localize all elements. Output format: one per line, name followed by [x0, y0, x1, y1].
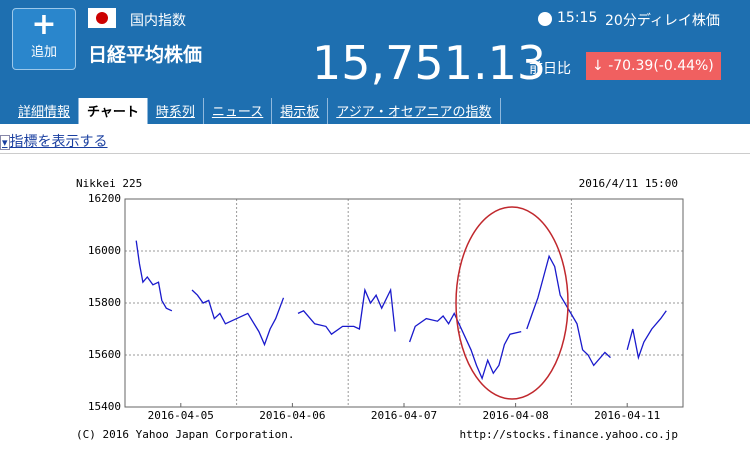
change: -70.39(-0.44%) — [608, 58, 714, 74]
add-button[interactable]: + 追加 — [12, 8, 76, 70]
highlight-circle — [455, 206, 569, 400]
source: http://stocks.finance.yahoo.co.jp — [459, 428, 678, 441]
header: + 追加 国内指数 日経平均株価 15:15 20分ディレイ株価 15,751.… — [0, 0, 750, 124]
y-tick-label: 16000 — [88, 244, 121, 257]
copyright: (C) 2016 Yahoo Japan Corporation. — [76, 428, 295, 441]
flag — [88, 8, 116, 28]
chart-title: Nikkei 225 — [76, 177, 142, 190]
x-tick-label: 2016-04-05 — [148, 409, 214, 422]
index-name: 日経平均株価 — [88, 44, 203, 66]
indicator-link[interactable]: ▾ 指標を表示する — [0, 134, 108, 150]
y-tick-label: 15600 — [88, 348, 121, 361]
market: 国内指数 — [130, 13, 186, 29]
y-tick-label: 16200 — [88, 192, 121, 205]
add-label: 追加 — [30, 45, 57, 60]
timestamp: 2016/4/11 15:00 — [579, 177, 678, 190]
chart: Nikkei 225 2016/4/11 15:00 (C) 2016 Yaho… — [76, 177, 684, 441]
delay: 20分ディレイ株価 — [605, 13, 720, 29]
clock-icon — [538, 12, 552, 26]
change-box: ↓ -70.39(-0.44%) — [586, 52, 721, 80]
x-tick-label: 2016-04-07 — [371, 409, 437, 422]
x-tick-label: 2016-04-11 — [594, 409, 660, 422]
price-line — [135, 240, 667, 381]
price: 15,751.13 — [312, 36, 547, 90]
tab[interactable]: 時系列 — [148, 98, 204, 124]
plot-frame — [124, 198, 684, 408]
tab[interactable]: 掲示板 — [272, 98, 329, 124]
tab[interactable]: 詳細情報 — [10, 98, 80, 124]
divider — [0, 153, 750, 154]
x-tick-label: 2016-04-08 — [482, 409, 548, 422]
indicator-text: 指標を表示する — [9, 134, 108, 150]
x-tick-label: 2016-04-06 — [259, 409, 325, 422]
y-tick-label: 15400 — [88, 400, 121, 413]
time: 15:15 — [557, 10, 598, 26]
tab-bar: 詳細情報 チャート 時系列 ニュース 掲示板 アジア・オセアニアの指数 — [10, 98, 501, 124]
tab[interactable]: チャート — [79, 98, 148, 124]
change-label: 前日比 — [529, 61, 571, 77]
y-tick-label: 15800 — [88, 296, 121, 309]
tab[interactable]: アジア・オセアニアの指数 — [328, 98, 501, 124]
plus-icon: + — [31, 7, 57, 42]
tab[interactable]: ニュース — [204, 98, 273, 124]
